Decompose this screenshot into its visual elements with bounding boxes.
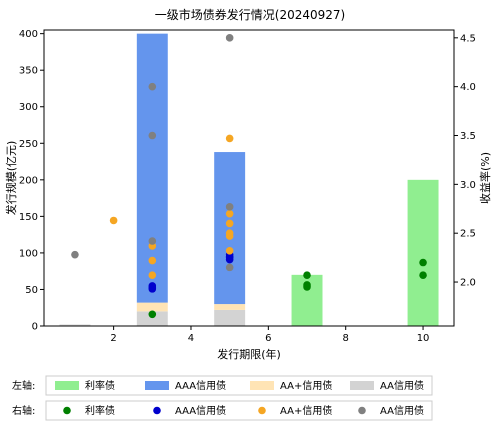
- scatter-point: [225, 134, 234, 143]
- legend-left-axis: 利率债 AAA信用债 AA+信用债 AA信用债: [55, 379, 424, 392]
- right-y-tick-label: 2.0: [460, 278, 476, 289]
- left-y-tick-label: 400: [19, 29, 38, 40]
- legend-marker: [358, 406, 366, 415]
- right-y-tick-label: 2.5: [460, 229, 476, 240]
- legend-left-frame: [45, 375, 433, 396]
- scatter-point: [148, 131, 157, 140]
- legend-swatch: [250, 381, 274, 390]
- legend-label: AA+信用债: [280, 379, 332, 392]
- legend-swatch: [145, 381, 169, 390]
- left-y-tick-label: 300: [19, 102, 38, 113]
- left-y-tick-label: 200: [19, 175, 38, 186]
- left-y-tick-label: 250: [19, 139, 38, 150]
- scatter-point: [148, 256, 157, 265]
- left-y-tick-label: 100: [19, 248, 38, 259]
- scatter-point: [148, 285, 157, 293]
- scatter-point: [303, 283, 311, 291]
- right-y-tick-label: 3.5: [460, 131, 476, 142]
- scatter-point: [148, 82, 157, 91]
- legend-marker: [153, 406, 161, 415]
- scatter-point: [225, 219, 234, 228]
- scatter-point: [303, 271, 311, 280]
- legend-label: AA信用债: [380, 404, 424, 417]
- left-y-tick-label: 50: [25, 285, 38, 296]
- scatter-point: [225, 246, 234, 255]
- legend-label: AAA信用债: [175, 404, 226, 417]
- x-tick-label: 2: [110, 333, 116, 344]
- scatter-point: [71, 250, 79, 259]
- scatter-point: [225, 232, 234, 240]
- bar: [136, 311, 168, 326]
- right-y-tick-label: 4.0: [460, 82, 476, 93]
- legend-marker: [258, 406, 266, 415]
- legend-swatch: [55, 381, 79, 390]
- x-axis-title: 发行期限(年): [217, 347, 281, 361]
- scatter-point: [148, 271, 157, 280]
- legend-label: 利率债: [85, 379, 115, 392]
- bars-layer: [59, 33, 439, 326]
- bar: [59, 324, 91, 326]
- scatter-point: [419, 258, 427, 267]
- legend-label: AA+信用债: [280, 404, 332, 417]
- bar: [136, 302, 168, 312]
- x-tick-label: 4: [188, 333, 194, 344]
- bar: [214, 304, 246, 310]
- scatter-point: [148, 310, 157, 319]
- legend-label: AAA信用债: [175, 379, 226, 392]
- scatter-point: [109, 216, 118, 225]
- legend-marker: [63, 406, 71, 415]
- x-axis: 2 4 6 8 10: [110, 326, 429, 344]
- legend-right-frame: [45, 400, 433, 421]
- scatter-point: [148, 237, 157, 245]
- right-y-axis-title: 收益率(%): [478, 152, 492, 204]
- bar: [407, 179, 439, 326]
- scatter-point: [225, 203, 234, 211]
- left-y-tick-label: 0: [32, 322, 38, 333]
- right-y-tick-label: 3.0: [460, 180, 476, 191]
- legend-label: 利率债: [85, 404, 115, 417]
- points-layer: [71, 34, 427, 319]
- bar: [214, 309, 246, 326]
- right-y-axis: 2.0 2.5 3.0 3.5 4.0 4.5: [454, 33, 476, 289]
- chart-title: 一级市场债券发行情况(20240927): [155, 7, 345, 22]
- scatter-point: [225, 34, 234, 42]
- left-y-axis-title: 发行规模(亿元): [4, 141, 18, 216]
- legend-label: AA信用债: [380, 379, 424, 392]
- scatter-point: [225, 209, 234, 218]
- legend-right-axis-label: 右轴:: [12, 404, 35, 417]
- left-y-tick-label: 150: [19, 212, 38, 223]
- scatter-point: [225, 263, 234, 272]
- x-tick-label: 10: [417, 333, 430, 344]
- scatter-point: [225, 255, 234, 264]
- bar: [214, 152, 246, 305]
- left-y-axis: 0 50 100 150 200 250 300 350 400: [19, 29, 44, 333]
- legend-left-axis-label: 左轴:: [12, 379, 35, 392]
- legend-right-axis: 利率债 AAA信用债 AA+信用债 AA信用债: [63, 404, 424, 417]
- x-tick-label: 6: [265, 333, 271, 344]
- left-y-tick-label: 350: [19, 66, 38, 77]
- right-y-tick-label: 4.5: [460, 33, 476, 44]
- legend-swatch: [350, 381, 374, 390]
- x-tick-label: 8: [343, 333, 349, 344]
- plot-frame: [43, 29, 455, 327]
- scatter-point: [419, 271, 427, 280]
